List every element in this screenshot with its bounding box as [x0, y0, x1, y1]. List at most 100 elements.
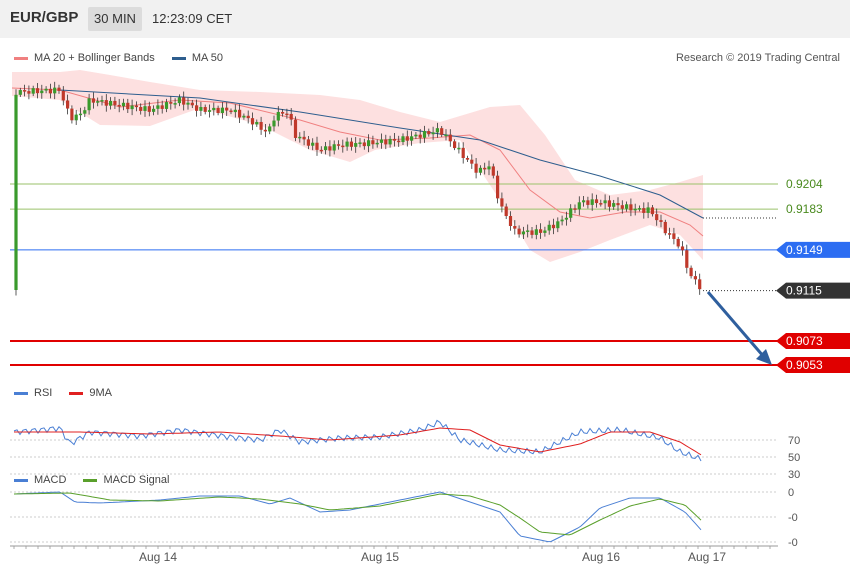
candle-body	[573, 208, 577, 210]
candle-body	[637, 208, 642, 210]
candle-body	[169, 102, 173, 104]
candle-body	[182, 97, 186, 105]
candle-body	[164, 102, 169, 109]
chart-header: EUR/GBP 30 MIN 12:23:09 CET	[0, 0, 850, 38]
candle-body	[663, 221, 667, 234]
candle-body	[594, 199, 599, 204]
candle-body	[427, 131, 431, 135]
level-tag-2	[776, 241, 850, 258]
candle-body	[44, 88, 48, 91]
candle-body	[633, 208, 637, 211]
candle-body	[91, 98, 95, 103]
candle-body	[590, 199, 594, 205]
candle-body	[560, 219, 564, 222]
candle-body	[556, 221, 560, 229]
attribution: Research © 2019 Trading Central	[675, 52, 840, 64]
candle-body	[668, 233, 672, 235]
bollinger-bands	[12, 70, 703, 262]
candle-body	[233, 109, 237, 113]
candle-body	[349, 141, 353, 147]
candle-body	[444, 134, 448, 137]
candle-body	[392, 138, 396, 141]
candle-body	[539, 229, 543, 233]
candle-body	[324, 146, 328, 151]
candle-body	[371, 140, 375, 145]
candle-body	[216, 107, 220, 113]
candle-body	[246, 115, 250, 119]
candle-body	[586, 200, 590, 205]
candle-body	[431, 132, 435, 135]
candle-body	[685, 250, 689, 268]
candle-body	[689, 267, 693, 277]
rsi-legend-label: RSI	[34, 387, 53, 399]
time-axis-label: Aug 16	[582, 550, 620, 564]
candle-body	[186, 102, 190, 105]
candle-body	[70, 108, 74, 121]
candle-body	[276, 111, 280, 121]
candle-body	[238, 109, 242, 118]
candle-body	[508, 216, 513, 227]
candle-body	[109, 100, 113, 106]
candle-body	[225, 107, 229, 111]
macd-axis-label: -0	[788, 512, 798, 524]
rsi-axis-label: 50	[788, 452, 800, 464]
candle-body	[577, 202, 581, 210]
candle-body	[207, 110, 212, 112]
candle-body	[61, 90, 65, 101]
candle-body	[220, 107, 224, 113]
chart-time: 12:23:09 CET	[152, 11, 233, 26]
macd-signal-line	[13, 492, 702, 536]
candle-body	[263, 129, 267, 132]
candle-body	[190, 102, 194, 106]
candle-body	[332, 144, 336, 151]
candle-body	[104, 100, 108, 106]
candle-body	[418, 134, 422, 138]
candle-body	[642, 208, 646, 213]
candle-body	[242, 115, 246, 118]
candle-body	[319, 149, 323, 152]
candle-body	[212, 107, 216, 111]
candle-body	[311, 142, 315, 146]
timeframe-button[interactable]: 30 MIN	[88, 7, 142, 31]
macd-signal-swatch	[83, 478, 98, 482]
level-label-1: 0.9183	[786, 202, 823, 216]
candle-body	[23, 90, 27, 92]
candle-body	[625, 204, 629, 209]
candle-body	[504, 206, 508, 217]
candle-body	[78, 113, 83, 116]
candle-body	[31, 88, 35, 94]
candle-body	[281, 111, 285, 114]
level-label-2: 0.9149	[786, 243, 823, 257]
candle-body	[302, 136, 306, 140]
currency-pair: EUR/GBP	[10, 9, 79, 26]
candle-body	[659, 220, 663, 222]
candle-body	[405, 136, 409, 141]
candle-body	[470, 159, 474, 164]
candle-body	[607, 200, 611, 207]
candle-body	[74, 114, 78, 121]
candle-body	[134, 105, 138, 108]
candle-body	[397, 140, 401, 143]
rsi-axis-label: 70	[788, 435, 800, 447]
candle-body	[496, 175, 500, 199]
candle-body	[126, 102, 130, 110]
candles	[14, 81, 702, 296]
candle-body	[35, 88, 40, 94]
candle-body	[177, 97, 181, 104]
candle-body	[547, 224, 551, 231]
candle-body	[117, 104, 121, 107]
macd-line	[13, 491, 702, 543]
candle-body	[66, 100, 70, 109]
candle-body	[100, 100, 104, 102]
candle-body	[616, 203, 620, 206]
candle-body	[461, 147, 465, 158]
bollinger-band-fill	[12, 70, 703, 262]
candle-body	[672, 233, 676, 239]
candle-body	[199, 107, 203, 111]
candle-body	[500, 198, 504, 207]
ma20-swatch	[14, 56, 28, 60]
candle-body	[298, 136, 302, 139]
candle-body	[354, 143, 358, 147]
level-label-0: 0.9204	[786, 177, 823, 191]
candle-body	[87, 98, 91, 111]
